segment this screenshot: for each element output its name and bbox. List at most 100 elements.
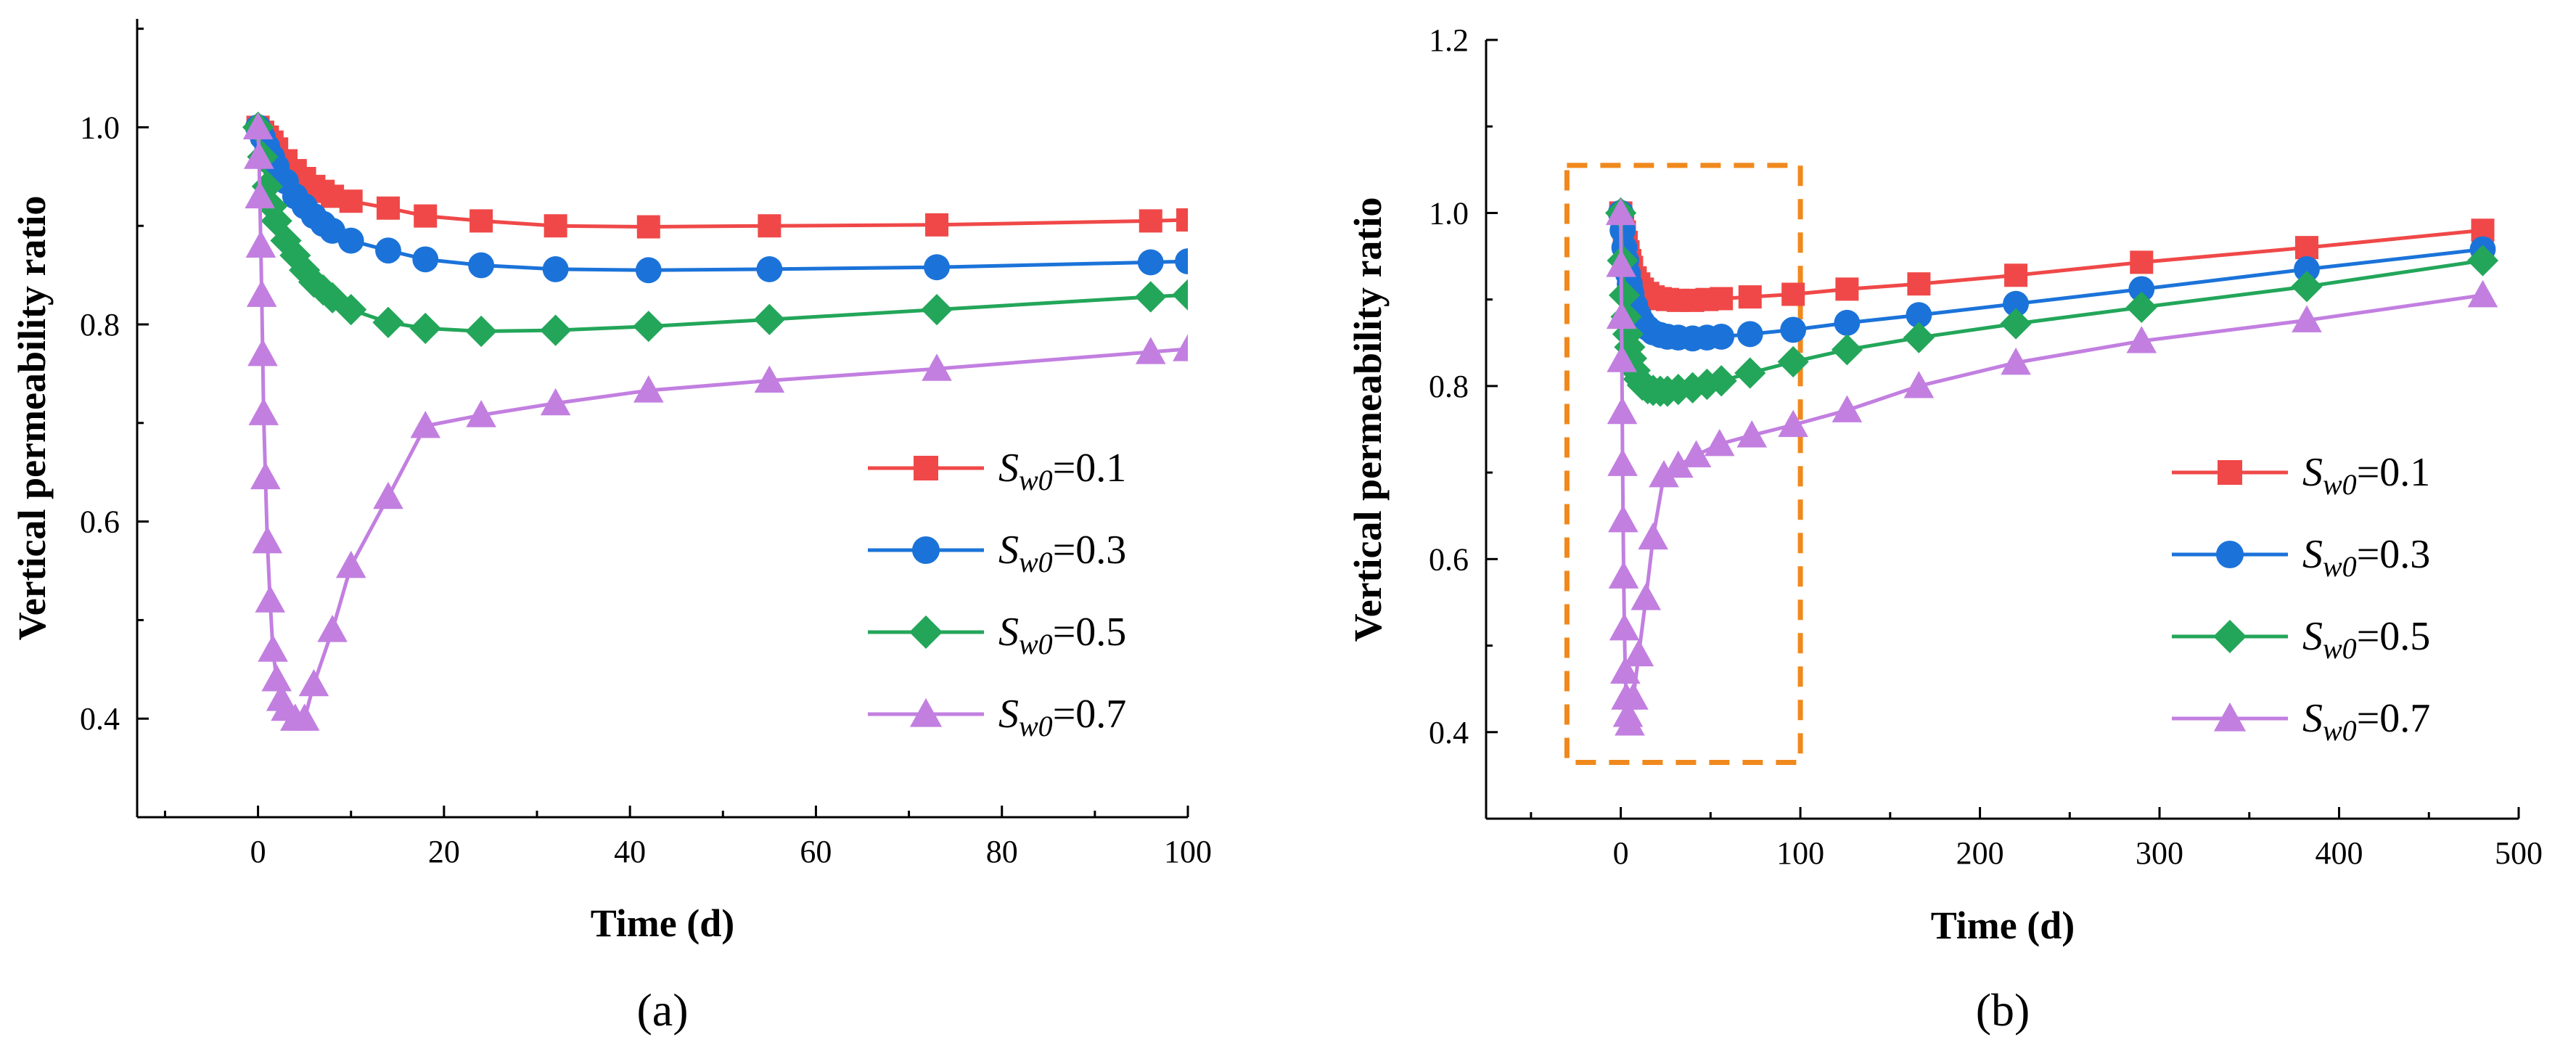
panel-b-data-point (1834, 309, 1861, 336)
panel-b-legend-marker (2218, 460, 2242, 485)
panel-a-data-point (922, 353, 952, 381)
panel-a-legend-marker (914, 456, 938, 480)
panel-b-legend-marker (2215, 540, 2244, 569)
panel-b-data-point (1903, 371, 1935, 398)
panel-b-data-point (1608, 561, 1639, 589)
panel-b-data-point (1777, 345, 1809, 378)
panel-a-x-tick-label: 60 (800, 834, 832, 869)
panel-a-data-point (242, 112, 274, 140)
panel-b-legend-label: Sw0=0.5 (2302, 614, 2430, 665)
panel-a-data-point (335, 294, 367, 326)
panel-b-data-point (2466, 245, 2499, 277)
panel-a-data-point (1135, 281, 1167, 313)
panel-a-data-point (633, 311, 665, 343)
panel-b-data-point (1831, 395, 1863, 422)
panel-a-data-point (246, 279, 277, 307)
panel-a-legend-label: Sw0=0.3 (998, 528, 1126, 578)
panel-a-data-point (1175, 248, 1188, 274)
panel-b-y-tick-label: 1.0 (1429, 195, 1469, 231)
panel-a-data-point (261, 664, 292, 692)
panel-a-data-point (1173, 334, 1188, 361)
panel-a-data-point (289, 254, 321, 286)
panel-b-legend-item-3: Sw0=0.5 (2172, 614, 2430, 665)
panel-a-data-point (258, 634, 288, 662)
panel-a-data-point (543, 214, 567, 238)
panel-b-x-tick-label: 200 (1956, 835, 2004, 871)
panel-b-data-point (2000, 308, 2032, 340)
panel-a-y-tick-label: 1.0 (80, 110, 120, 145)
panel-a-legend-item-3: Sw0=0.5 (868, 610, 1126, 660)
panel-a-series (242, 111, 1188, 731)
panel-b-data-point (1607, 345, 1637, 372)
panel-b-data-point (1705, 365, 1737, 397)
panel-b-data-point (1663, 450, 1694, 478)
panel-b-ticks: 0 100 200 300 400 500 0.4 0.6 0.8 1.0 1.2 (1429, 22, 2543, 871)
panel-b-series-markers-4 (1605, 197, 2498, 736)
panel-a-data-point (337, 227, 364, 254)
panel-a-data-point (279, 240, 311, 271)
panel-b-data-point (2003, 290, 2029, 317)
panel-b-x-tick-label: 500 (2495, 835, 2543, 871)
panel-a-data-point (925, 213, 949, 237)
panel-b-data-point (1736, 321, 1763, 348)
panel-a-data-point (1137, 249, 1164, 276)
panel-a-data-point (469, 209, 493, 233)
panel-a-series-line-3 (256, 127, 1188, 334)
panel-a-legend-label: Sw0=0.1 (998, 446, 1126, 496)
panel-a-data-point (468, 252, 495, 279)
panel-a-x-tick-label: 0 (250, 834, 266, 869)
panel-a-data-point (542, 256, 569, 282)
panel-a-data-point (414, 204, 438, 228)
panel-a-data-point (376, 196, 400, 220)
panel-b-data-point (1618, 682, 1649, 710)
panel-a-data-point (921, 294, 953, 326)
panel-b-data-point (1831, 334, 1863, 366)
panel-a-data-point (248, 398, 279, 425)
panel-b-data-point (2004, 263, 2028, 287)
panel-b-data-point (1710, 287, 1734, 311)
panel-a-data-point (465, 315, 497, 348)
panel-b-legend-item-4: Sw0=0.7 (2172, 696, 2430, 747)
panel-b-data-point (2292, 305, 2322, 332)
panel-b-data-point (2125, 291, 2157, 323)
panel-b-legend-marker (2213, 620, 2247, 653)
panel-b-data-point (1606, 301, 1637, 329)
panel-a-x-tick-label: 80 (986, 834, 1018, 869)
panel-b-data-point (2294, 236, 2318, 260)
panel-a-data-point (247, 338, 278, 367)
panel-b-data-point (2291, 271, 2323, 303)
panel-a-legend: Sw0=0.1 Sw0=0.3 Sw0=0.5 Sw0=0.7 (868, 446, 1126, 742)
panel-b-data-point (1903, 322, 1935, 353)
panel-a-data-point (245, 230, 276, 258)
panel-b-data-point (1734, 357, 1766, 389)
panel-a-data-point (1172, 279, 1188, 311)
panel-b-data-point (1630, 583, 1662, 610)
panel-b-data-point (2130, 250, 2154, 274)
panel-b-x-tick-label: 400 (2315, 835, 2363, 871)
panel-a-data-point (410, 411, 441, 438)
panel-a-series-markers-3 (242, 111, 1188, 348)
panel-b-data-point (1649, 459, 1679, 488)
panel-b-data-point (1907, 272, 1931, 296)
panel-a-data-point (754, 365, 785, 393)
panel-b-legend-marker (2213, 702, 2247, 732)
panel-b-data-point (1906, 302, 1932, 329)
panel-a-x-tick-label: 40 (614, 834, 646, 869)
panel-b-data-point (1736, 420, 1768, 448)
panel-b-x-tick-label: 300 (2136, 835, 2183, 871)
panel-b-data-point (1607, 396, 1638, 425)
panel-a-data-point (540, 314, 572, 346)
panel-b-series-markers-2 (1607, 200, 2496, 352)
panel-b-data-point (1778, 409, 1808, 438)
panel-b-data-point (1605, 197, 1636, 226)
panel-a-data-point (753, 303, 785, 335)
panel-a-data-point (244, 142, 274, 169)
panel-a-series-markers-4 (242, 112, 1188, 731)
panel-b-data-point (1681, 440, 1712, 467)
panel-a-data-point (373, 481, 403, 509)
panel-b-x-tick-label: 0 (1613, 835, 1629, 871)
panel-b-data-point (1708, 324, 1735, 350)
panel-a-data-point (636, 215, 660, 239)
panel-a-data-point (1135, 337, 1166, 364)
